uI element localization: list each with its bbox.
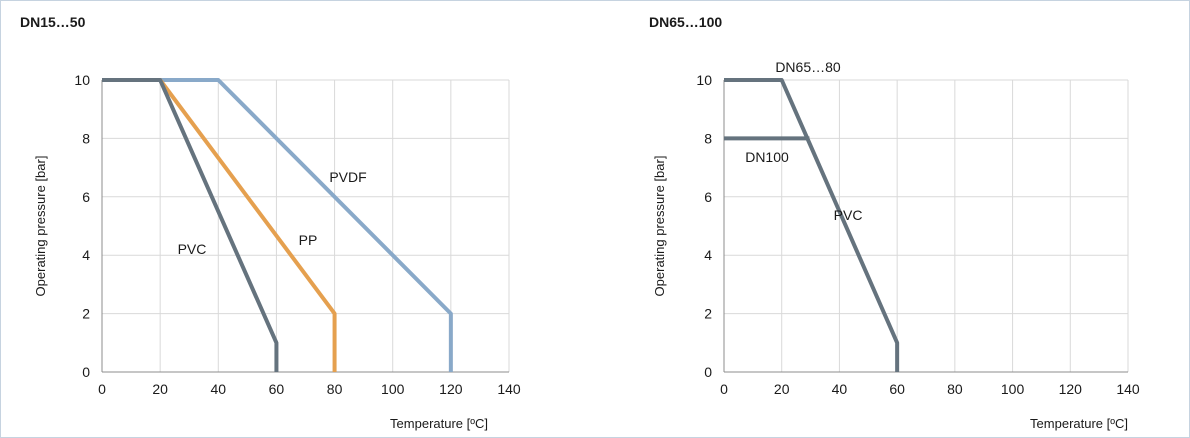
x-tick-label: 20 xyxy=(774,381,790,397)
y-tick-label: 0 xyxy=(704,364,712,380)
y-tick-label: 8 xyxy=(82,130,90,146)
x-tick-label: 100 xyxy=(381,381,405,397)
y-tick-label: 4 xyxy=(704,247,712,263)
x-axis-label: Temperature [ºC] xyxy=(390,416,488,431)
series-label-pvc: PVC xyxy=(178,241,207,257)
y-tick-label: 2 xyxy=(82,306,90,322)
x-tick-label: 0 xyxy=(720,381,728,397)
series-line-pvc xyxy=(102,78,279,372)
y-tick-label: 8 xyxy=(704,130,712,146)
y-tick-label: 0 xyxy=(82,364,90,380)
y-tick-label: 6 xyxy=(82,189,90,205)
series-label-dn65-80: DN65…80 xyxy=(775,59,841,75)
y-tick-label: 10 xyxy=(74,72,90,88)
y-axis-label: Operating pressure [bar] xyxy=(33,156,48,297)
series-label-dn100: DN100 xyxy=(745,149,789,165)
x-tick-label: 140 xyxy=(1116,381,1140,397)
series-label-pp: PP xyxy=(299,232,318,248)
x-tick-label: 20 xyxy=(152,381,168,397)
x-tick-label: 60 xyxy=(889,381,905,397)
y-tick-label: 6 xyxy=(704,189,712,205)
x-tick-label: 40 xyxy=(832,381,848,397)
x-tick-label: 140 xyxy=(497,381,521,397)
x-tick-label: 60 xyxy=(269,381,285,397)
chart-title-dn15-50: DN15…50 xyxy=(20,14,86,30)
x-tick-label: 80 xyxy=(947,381,963,397)
x-tick-label: 100 xyxy=(1001,381,1025,397)
annotation-label: PVC xyxy=(834,207,863,223)
y-tick-label: 10 xyxy=(696,72,712,88)
x-tick-label: 120 xyxy=(1059,381,1083,397)
y-tick-label: 4 xyxy=(82,247,90,263)
x-tick-label: 0 xyxy=(98,381,106,397)
x-axis-label: Temperature [ºC] xyxy=(1030,416,1128,431)
chart-title-dn65-100: DN65…100 xyxy=(649,14,723,30)
x-tick-label: 40 xyxy=(210,381,226,397)
y-axis-label: Operating pressure [bar] xyxy=(652,156,667,297)
series-line-dn65-80 xyxy=(724,78,900,372)
x-tick-label: 80 xyxy=(327,381,343,397)
x-tick-label: 120 xyxy=(439,381,463,397)
series-label-pvdf: PVDF xyxy=(329,169,366,185)
y-tick-label: 2 xyxy=(704,306,712,322)
